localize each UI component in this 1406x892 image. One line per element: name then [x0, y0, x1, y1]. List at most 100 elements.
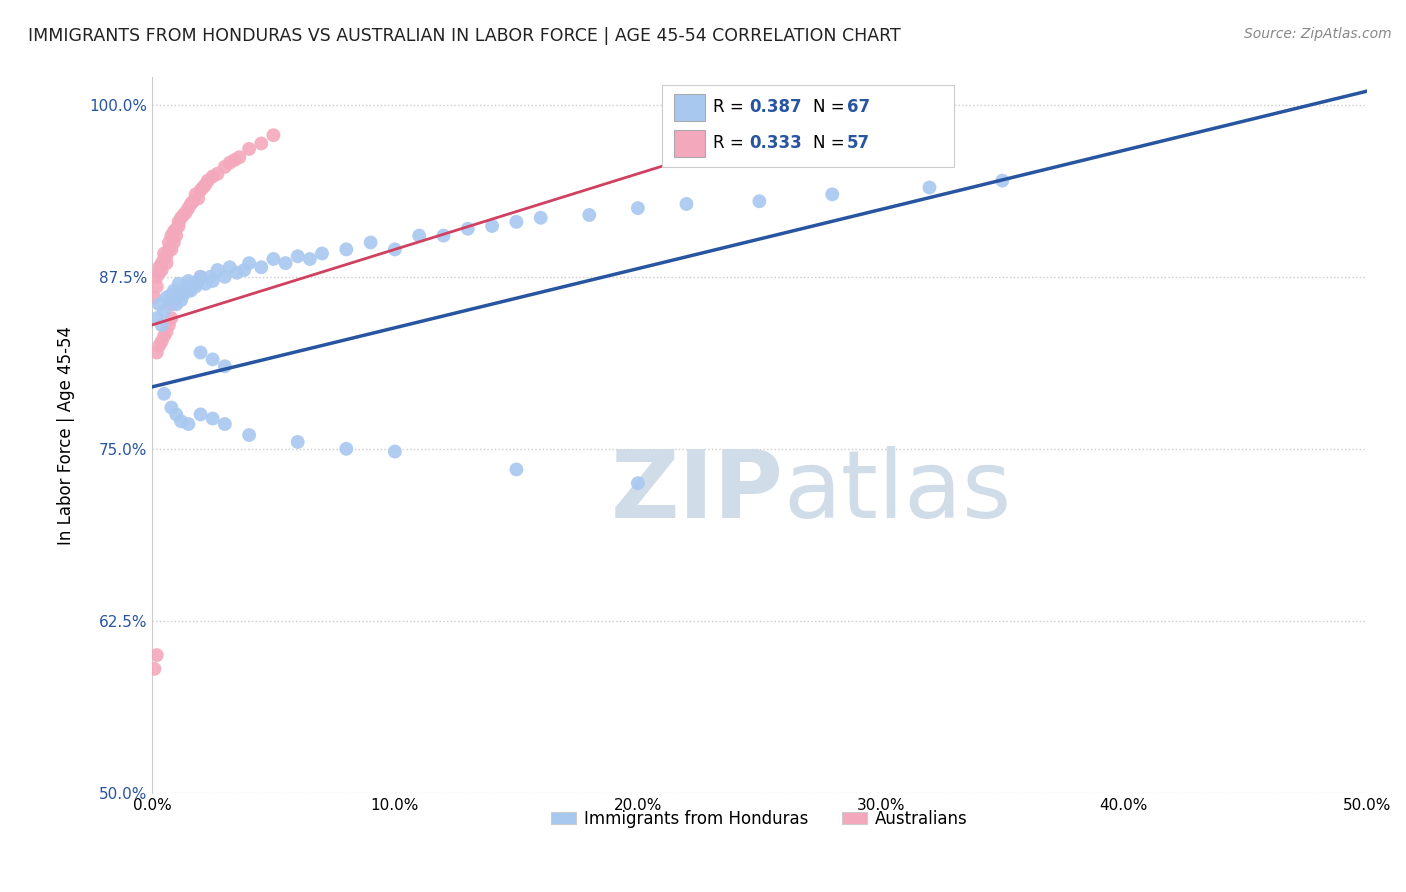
Point: [160, 311, 183, 326]
Point: [505, 462, 527, 476]
Text: R =: R =: [713, 134, 749, 153]
Point: [214, 359, 236, 374]
Point: [201, 352, 224, 367]
Point: [177, 201, 200, 215]
Point: [530, 211, 553, 225]
Point: [233, 263, 256, 277]
Point: [190, 408, 212, 422]
Point: [262, 252, 284, 266]
Point: [153, 329, 176, 343]
Point: [226, 266, 249, 280]
Text: Source: ZipAtlas.com: Source: ZipAtlas.com: [1244, 27, 1392, 41]
FancyBboxPatch shape: [675, 129, 704, 157]
Y-axis label: In Labor Force | Age 45-54: In Labor Force | Age 45-54: [58, 326, 75, 544]
Point: [148, 338, 170, 352]
Text: R =: R =: [713, 98, 749, 117]
Point: [432, 228, 454, 243]
Point: [181, 194, 204, 209]
Point: [165, 228, 187, 243]
Point: [821, 187, 844, 202]
Point: [180, 197, 202, 211]
Point: [150, 334, 173, 349]
Point: [170, 211, 193, 225]
Point: [214, 417, 236, 431]
Point: [214, 160, 236, 174]
Text: N =: N =: [813, 98, 849, 117]
Point: [201, 411, 224, 425]
Point: [153, 304, 176, 318]
Point: [146, 648, 169, 662]
Point: [335, 243, 357, 257]
Point: [150, 263, 173, 277]
Point: [146, 311, 169, 326]
Point: [335, 442, 357, 456]
Point: [146, 279, 169, 293]
Point: [150, 318, 173, 332]
Text: 0.333: 0.333: [749, 134, 803, 153]
Point: [155, 291, 177, 305]
Point: [311, 246, 333, 260]
Point: [190, 183, 212, 197]
Point: [190, 269, 212, 284]
Point: [481, 219, 503, 233]
Point: [184, 279, 207, 293]
Point: [384, 243, 406, 257]
Point: [150, 256, 173, 270]
Point: [153, 252, 176, 266]
Text: ZIP: ZIP: [610, 446, 783, 538]
Point: [201, 274, 224, 288]
Point: [191, 180, 214, 194]
Point: [163, 235, 186, 250]
Point: [298, 252, 321, 266]
Point: [187, 192, 209, 206]
Point: [218, 260, 240, 275]
Point: [194, 277, 217, 291]
Point: [627, 201, 650, 215]
Point: [748, 194, 770, 209]
Point: [250, 136, 273, 151]
Point: [167, 277, 190, 291]
Point: [190, 269, 212, 284]
Point: [146, 269, 169, 284]
Legend: Immigrants from Honduras, Australians: Immigrants from Honduras, Australians: [544, 803, 974, 834]
Point: [675, 197, 697, 211]
Point: [167, 215, 190, 229]
Point: [578, 208, 600, 222]
Point: [918, 180, 941, 194]
Point: [991, 173, 1014, 187]
Point: [160, 228, 183, 243]
Point: [160, 287, 183, 301]
Point: [157, 293, 180, 308]
Point: [174, 205, 197, 219]
Point: [165, 408, 187, 422]
Point: [360, 235, 382, 250]
Point: [250, 260, 273, 275]
Point: [143, 662, 166, 676]
Point: [165, 297, 187, 311]
Point: [200, 269, 222, 284]
Point: [155, 256, 177, 270]
Point: [177, 274, 200, 288]
Point: [238, 428, 260, 442]
Point: [157, 235, 180, 250]
Text: 0.387: 0.387: [749, 98, 803, 117]
Point: [160, 297, 183, 311]
Point: [238, 142, 260, 156]
Text: atlas: atlas: [783, 446, 1012, 538]
Text: IMMIGRANTS FROM HONDURAS VS AUSTRALIAN IN LABOR FORCE | AGE 45-54 CORRELATION CH: IMMIGRANTS FROM HONDURAS VS AUSTRALIAN I…: [28, 27, 901, 45]
Point: [224, 153, 246, 167]
Point: [384, 444, 406, 458]
Point: [180, 284, 202, 298]
Point: [505, 215, 527, 229]
Point: [197, 173, 219, 187]
Point: [274, 256, 297, 270]
Point: [457, 221, 479, 235]
Point: [218, 155, 240, 169]
Point: [190, 345, 212, 359]
Point: [155, 325, 177, 339]
Point: [194, 178, 217, 192]
Point: [238, 256, 260, 270]
Text: 67: 67: [846, 98, 870, 117]
Point: [207, 263, 229, 277]
Point: [184, 187, 207, 202]
